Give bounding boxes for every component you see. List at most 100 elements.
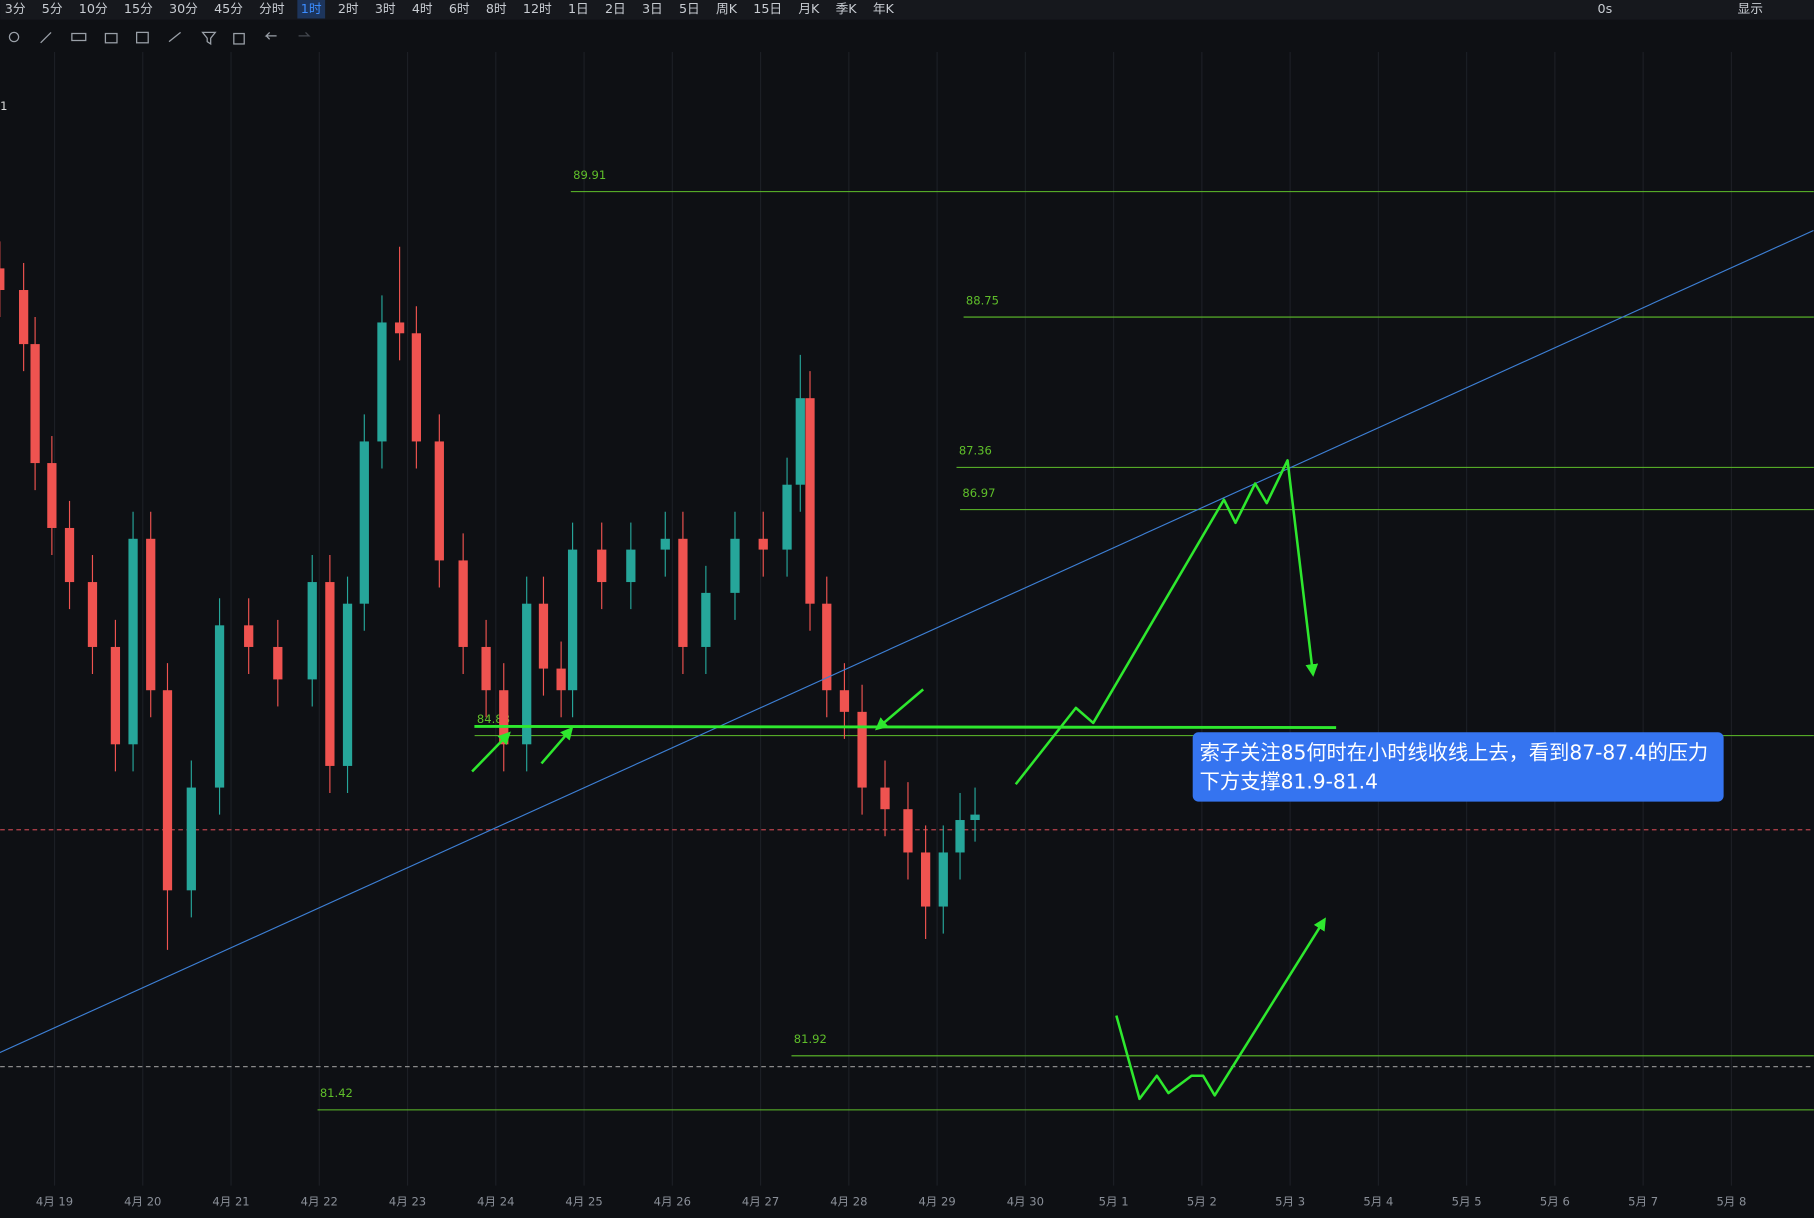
candle-body	[822, 603, 832, 691]
period-button[interactable]: 分时	[259, 1, 285, 16]
period-button[interactable]: 30分	[169, 1, 198, 16]
period-button[interactable]: 3分	[5, 1, 26, 16]
period-button[interactable]: 季K	[836, 1, 858, 16]
candle-body	[394, 322, 405, 334]
period-button[interactable]: 年K	[873, 1, 895, 16]
candle-body	[110, 646, 121, 745]
level-label: 81.42	[320, 1086, 353, 1100]
filter-icon[interactable]	[201, 31, 217, 46]
candle-body	[597, 549, 607, 583]
candle-body	[434, 441, 444, 561]
candle-body	[626, 549, 636, 583]
candle-body	[782, 484, 792, 550]
x-tick-label: 5月 5	[1452, 1194, 1482, 1208]
period-button[interactable]: 15分	[124, 1, 153, 16]
drawn-path-low	[1115, 917, 1326, 1101]
x-tick-label: 4月 24	[477, 1194, 514, 1208]
candle-body	[0, 268, 5, 291]
period-button[interactable]: 12时	[523, 1, 552, 16]
x-tick-label: 4月 27	[742, 1194, 779, 1208]
period-button[interactable]: 1时	[301, 1, 322, 16]
period-button[interactable]: 2日	[605, 1, 626, 16]
candle-body	[938, 852, 948, 907]
x-tick-label: 5月 7	[1628, 1194, 1658, 1208]
candle-body	[458, 560, 468, 647]
x-tick-label: 5月 4	[1363, 1194, 1393, 1208]
x-tick-label: 5月 1	[1099, 1194, 1129, 1208]
candle-body	[730, 538, 740, 593]
period-button[interactable]: 月K	[798, 1, 820, 16]
candle-body	[325, 582, 335, 766]
candle-body	[522, 603, 532, 745]
period-button[interactable]: 5日	[679, 1, 700, 16]
period-button[interactable]: 4时	[412, 1, 433, 16]
x-tick-label: 5月 6	[1540, 1194, 1570, 1208]
candle-body	[880, 787, 890, 810]
candle-body	[146, 538, 156, 691]
period-button[interactable]: 15日	[753, 1, 782, 16]
period-button[interactable]: 10分	[79, 1, 108, 16]
zoom-icon[interactable]	[8, 31, 20, 43]
x-tick-label: 4月 30	[1007, 1194, 1044, 1208]
annotation-line: 索子关注85何时在小时线收线上去，看到87-87.4的压力	[1200, 741, 1709, 765]
level-label: 86.97	[962, 486, 995, 500]
period-button[interactable]: 周K	[716, 1, 738, 16]
candle-body	[678, 538, 688, 647]
level-label: 81.92	[794, 1032, 827, 1046]
period-button[interactable]: 6时	[449, 1, 470, 16]
x-tick-label: 4月 28	[830, 1194, 867, 1208]
period-active-bg	[297, 0, 326, 19]
trend-line	[0, 229, 1814, 1054]
candle-body	[970, 814, 980, 821]
candle-body	[411, 333, 422, 442]
draw-icon[interactable]	[40, 31, 52, 44]
x-tick-label: 5月 2	[1187, 1194, 1217, 1208]
drawings	[471, 459, 1337, 1101]
period-button[interactable]: 3日	[642, 1, 663, 16]
drawn-arrow	[540, 726, 574, 765]
annotation-box	[1192, 732, 1724, 802]
candle-body	[87, 582, 98, 647]
period-button[interactable]: 5分	[42, 1, 63, 16]
x-tick-label: 5月 3	[1275, 1194, 1305, 1208]
candle-body	[903, 809, 913, 853]
candle-body	[214, 625, 225, 788]
lock-icon[interactable]	[104, 32, 118, 44]
period-button[interactable]: 45分	[214, 1, 243, 16]
candle-body	[758, 538, 768, 550]
tool-row	[8, 31, 311, 46]
level-label: 89.91	[573, 168, 606, 182]
link-icon[interactable]	[168, 31, 181, 43]
x-tick-label: 4月 26	[654, 1194, 691, 1208]
redo-icon[interactable]	[298, 31, 311, 37]
template-icon[interactable]	[136, 31, 149, 44]
candle-body	[162, 690, 173, 891]
x-tick-label: 4月 20	[124, 1194, 161, 1208]
x-tick-label: 4月 29	[918, 1194, 955, 1208]
period-button[interactable]: 2时	[338, 1, 359, 16]
delete-icon[interactable]	[233, 32, 245, 45]
drawn-arrow	[471, 731, 511, 773]
candle-body	[128, 538, 138, 745]
drawn-support-line	[474, 724, 1337, 730]
candle-body	[556, 668, 566, 691]
candle-body	[567, 549, 578, 691]
period-button[interactable]: 3时	[375, 1, 396, 16]
countdown[interactable]: 0s	[1598, 1, 1613, 16]
candle-body	[857, 711, 867, 788]
period-button[interactable]: 1日	[568, 1, 589, 16]
period-button[interactable]: 8时	[486, 1, 507, 16]
measure-icon[interactable]	[71, 32, 87, 42]
candle-body	[186, 787, 196, 891]
candle-body	[19, 290, 29, 345]
candle-body	[377, 322, 387, 442]
candle-body	[660, 538, 670, 550]
display-button[interactable]: 显示	[1738, 1, 1763, 16]
edge-mark: 1	[0, 99, 7, 113]
candle-body	[955, 820, 965, 853]
undo-icon[interactable]	[264, 31, 277, 40]
candle-body	[244, 625, 254, 647]
candle-body	[47, 463, 57, 528]
